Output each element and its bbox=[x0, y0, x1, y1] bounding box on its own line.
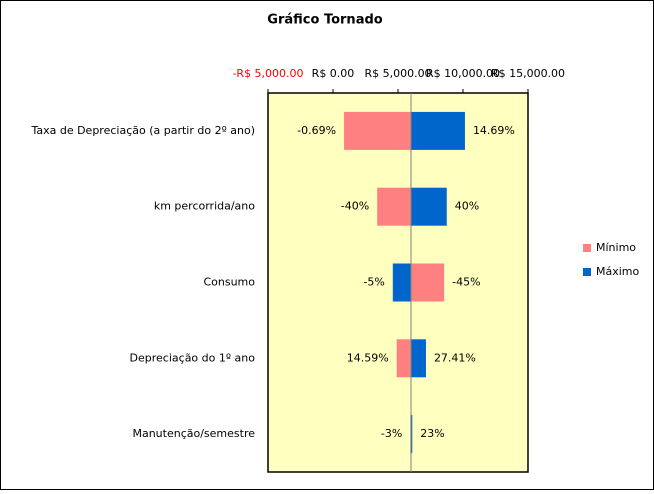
bar bbox=[377, 187, 411, 226]
data-label: -5% bbox=[363, 276, 384, 289]
legend-swatch bbox=[583, 244, 591, 252]
bar bbox=[411, 187, 447, 226]
x-tick-label: R$ 5,000.00 bbox=[364, 67, 431, 80]
category-label: km percorrida/ano bbox=[154, 200, 255, 213]
bar bbox=[411, 111, 465, 150]
x-tick-label: R$ 10,000.00 bbox=[426, 67, 500, 80]
data-label: 23% bbox=[420, 427, 444, 440]
category-label: Consumo bbox=[203, 276, 255, 289]
bar bbox=[411, 339, 426, 378]
legend-swatch bbox=[583, 268, 591, 276]
data-label: -45% bbox=[452, 276, 480, 289]
bar bbox=[396, 339, 411, 378]
bar bbox=[392, 263, 411, 302]
chart-title: Gráfico Tornado bbox=[267, 13, 382, 28]
data-label: 14.59% bbox=[347, 351, 389, 364]
category-label: Manutenção/semestre bbox=[132, 427, 255, 440]
data-label: -0.69% bbox=[297, 124, 336, 137]
data-label: 27.41% bbox=[434, 351, 476, 364]
legend-label: Máximo bbox=[596, 265, 640, 278]
category-label: Taxa de Depreciação (a partir do 2º ano) bbox=[30, 124, 255, 137]
data-label: 40% bbox=[455, 200, 479, 213]
x-tick-label: R$ 15,000.00 bbox=[491, 67, 565, 80]
category-label: Depreciação do 1º ano bbox=[130, 351, 256, 364]
data-label: -3% bbox=[381, 427, 402, 440]
data-label: 14.69% bbox=[473, 124, 515, 137]
legend-label: Mínimo bbox=[596, 241, 636, 254]
bar bbox=[344, 111, 411, 150]
data-label: -40% bbox=[341, 200, 369, 213]
x-tick-label: R$ 0.00 bbox=[312, 67, 355, 80]
x-tick-label: -R$ 5,000.00 bbox=[232, 67, 303, 80]
bar bbox=[411, 415, 413, 454]
bar bbox=[411, 263, 445, 302]
